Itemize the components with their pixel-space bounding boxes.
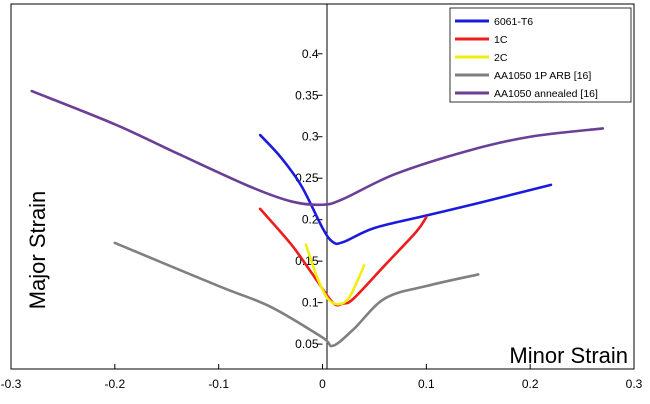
series-line bbox=[30, 89, 605, 207]
series-lines bbox=[30, 89, 605, 348]
series-line bbox=[113, 241, 480, 348]
x-tick-label: 0.3 bbox=[626, 377, 643, 391]
x-axis-title: Minor Strain bbox=[509, 343, 628, 368]
y-axis-title: Major Strain bbox=[25, 191, 50, 310]
legend-label: 2C bbox=[494, 52, 508, 64]
y-axis-ticks: 0.050.10.150.20.250.30.350.4 bbox=[295, 47, 323, 351]
series-line bbox=[258, 133, 553, 246]
legend-box bbox=[449, 7, 632, 103]
x-axis-ticks: -0.3 -0.2 -0.1 0 0.1 0.2 0.3 bbox=[1, 364, 643, 391]
y-tick-label: 0.2 bbox=[302, 213, 319, 227]
x-tick-label: -0.3 bbox=[1, 377, 22, 391]
legend-label: 6061-T6 bbox=[494, 16, 533, 28]
y-tick-label: 0.05 bbox=[295, 337, 319, 351]
legend-label: AA1050 1P ARB [16] bbox=[494, 70, 591, 82]
x-tick-label: 0.2 bbox=[522, 377, 539, 391]
legend-label: AA1050 annealed [16] bbox=[494, 88, 598, 100]
y-tick-label: 0.3 bbox=[302, 130, 319, 144]
y-tick-label: 0.35 bbox=[295, 88, 319, 102]
legend-label: 1C bbox=[494, 34, 508, 46]
x-tick-label: 0 bbox=[319, 377, 326, 391]
series-line bbox=[304, 243, 366, 306]
legend-items: 6061-T6 1C 2C AA1050 1P ARB [16] AA1050 anne… bbox=[455, 16, 598, 100]
legend: 6061-T6 1C 2C AA1050 1P ARB [16] AA1050 anne… bbox=[449, 7, 632, 103]
x-tick-label: -0.2 bbox=[104, 377, 125, 391]
y-tick-label: 0.25 bbox=[295, 171, 319, 185]
y-tick-label: 0.1 bbox=[302, 296, 319, 310]
x-tick-label: -0.1 bbox=[208, 377, 229, 391]
x-tick-label: 0.1 bbox=[418, 377, 435, 391]
y-tick-label: 0.4 bbox=[302, 47, 319, 61]
